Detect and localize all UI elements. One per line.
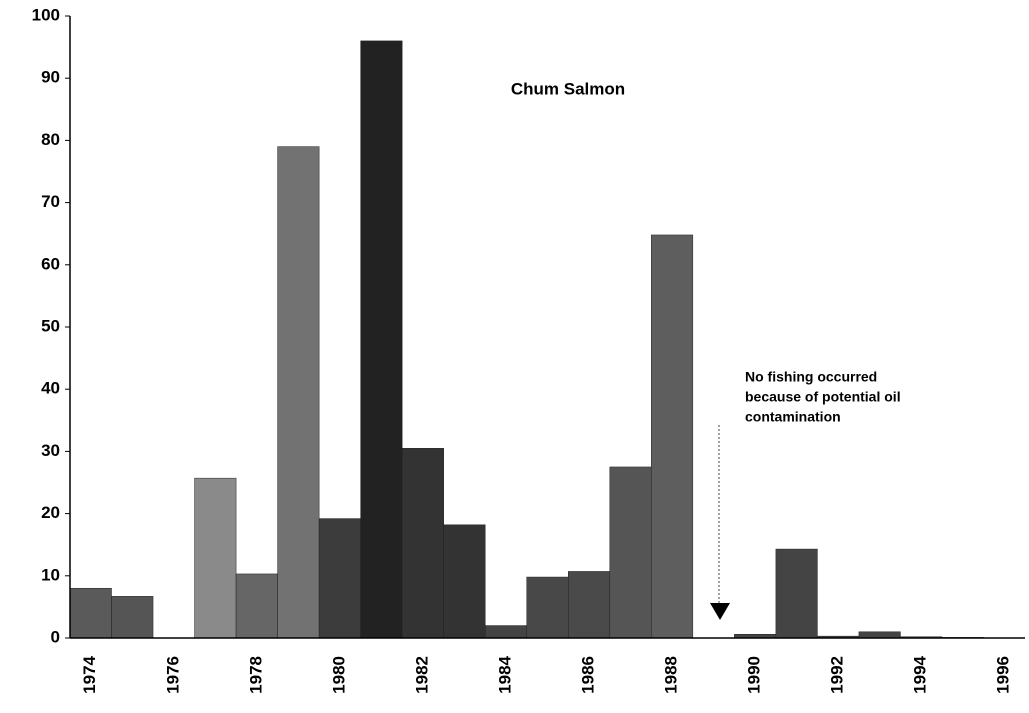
bar bbox=[318, 518, 361, 639]
y-tick-label: 0 bbox=[51, 627, 60, 646]
x-tick-label: 1986 bbox=[579, 656, 598, 694]
x-tick-label: 1982 bbox=[412, 656, 431, 694]
y-tick-label: 40 bbox=[41, 379, 60, 398]
y-tick-label: 20 bbox=[41, 503, 60, 522]
y-tick-label: 50 bbox=[41, 316, 60, 335]
x-tick-label: 1990 bbox=[745, 656, 764, 694]
bar bbox=[401, 448, 444, 639]
y-tick-label: 60 bbox=[41, 254, 60, 273]
bar bbox=[568, 571, 611, 639]
chart-title: Chum Salmon bbox=[511, 79, 625, 98]
x-tick-label: 1976 bbox=[163, 656, 182, 694]
x-tick-label: 1984 bbox=[495, 655, 514, 693]
bar bbox=[443, 524, 486, 639]
y-tick-label: 30 bbox=[41, 441, 60, 460]
bar bbox=[858, 631, 901, 639]
bar bbox=[484, 625, 527, 639]
y-tick-label: 90 bbox=[41, 68, 60, 87]
bar bbox=[194, 477, 237, 639]
x-tick-label: 1978 bbox=[246, 656, 265, 694]
y-tick-label: 100 bbox=[32, 5, 60, 24]
x-tick-label: 1994 bbox=[911, 655, 930, 693]
x-tick-label: 1974 bbox=[80, 655, 99, 693]
x-tick-label: 1988 bbox=[662, 656, 681, 694]
bar bbox=[69, 587, 112, 639]
bar bbox=[360, 40, 403, 639]
annotation-arrow-head bbox=[710, 603, 730, 620]
bar bbox=[775, 548, 818, 639]
bar bbox=[111, 596, 154, 639]
x-tick-label: 1996 bbox=[994, 656, 1013, 694]
x-tick-label: 1980 bbox=[329, 656, 348, 694]
y-tick-label: 10 bbox=[41, 565, 60, 584]
y-tick-label: 70 bbox=[41, 192, 60, 211]
bar bbox=[651, 234, 694, 639]
annotation: because of potential oil bbox=[745, 389, 901, 405]
bar bbox=[277, 146, 320, 639]
annotation: contamination bbox=[745, 409, 841, 425]
annotation: No fishing occurred bbox=[745, 369, 877, 385]
bar bbox=[609, 466, 652, 639]
x-tick-label: 1992 bbox=[828, 656, 847, 694]
bar bbox=[526, 576, 569, 639]
y-tick-label: 80 bbox=[41, 130, 60, 149]
bar bbox=[235, 573, 278, 639]
